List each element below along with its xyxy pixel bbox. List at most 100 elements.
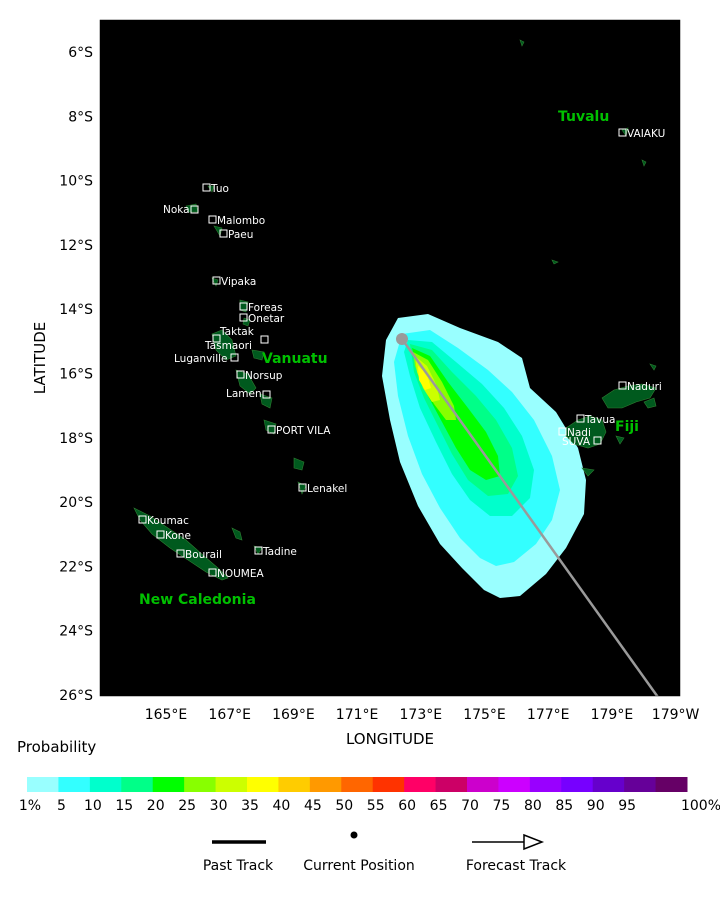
vanua-levu-island xyxy=(601,383,657,409)
place-label-tadine: Tadine xyxy=(262,546,297,558)
probability-swatch xyxy=(655,777,688,792)
forecast-track-line xyxy=(400,338,662,701)
place-markers xyxy=(138,128,627,577)
lon-tick-label: 167°E xyxy=(208,707,251,723)
longitude-ticks: 165°E 167°E 169°E 171°E 173°E 175°E 177°E 179°E… xyxy=(145,20,700,723)
past-track-label: Past Track xyxy=(203,858,274,874)
probability-swatch xyxy=(341,777,374,792)
place-label-naduri: Naduri xyxy=(627,381,662,393)
marker-lamen xyxy=(262,390,271,399)
place-label-nadi: Nadi xyxy=(567,427,591,439)
lon-tick-label: 179°E xyxy=(591,707,634,723)
vanuatu-central-islands xyxy=(239,299,277,435)
probability-scale-label: 100% xyxy=(681,798,720,814)
country-label-fiji: Fiji xyxy=(615,419,639,435)
marker-onetar xyxy=(239,313,248,322)
lat-tick-label: 12°S xyxy=(59,238,93,254)
lon-tick-label: 177°E xyxy=(527,707,570,723)
probability-swatch xyxy=(624,777,657,792)
probability-scale-label: 50 xyxy=(335,798,353,814)
probability-scale-label: 90 xyxy=(587,798,605,814)
place-label-noumea: NOUMEA xyxy=(217,568,264,580)
place-label-tasmaori: Tasmaori xyxy=(204,340,252,352)
marker-noumea xyxy=(208,568,217,577)
probability-swatch xyxy=(247,777,279,792)
probability-scale-label: 10 xyxy=(84,798,102,814)
marker-koumac xyxy=(138,515,147,524)
probability-scale-label: 75 xyxy=(493,798,511,814)
lat-tick-label: 16°S xyxy=(59,367,93,383)
place-label-kone: Kone xyxy=(165,530,191,542)
probability-swatch xyxy=(215,777,248,792)
map-border xyxy=(99,19,681,697)
place-label-vipaka: Vipaka xyxy=(221,276,256,288)
probability-scale-label: 20 xyxy=(147,798,165,814)
probability-scale-label: 35 xyxy=(241,798,259,814)
place-label-norsup: Norsup xyxy=(245,370,283,382)
marker-norsup xyxy=(236,370,245,379)
landmasses xyxy=(133,39,657,581)
place-label-malombo: Malombo xyxy=(217,215,265,227)
probability-band-35 xyxy=(418,366,431,390)
marker-foreas xyxy=(239,302,248,311)
latitude-ticks: 6°S 8°S 10°S 12°S 14°S 16°S 18°S 20°S 22°S 24°S 26… xyxy=(59,45,680,704)
country-label-new-caledonia: New Caledonia xyxy=(139,592,256,608)
place-label-port-vila: PORT VILA xyxy=(276,425,331,437)
place-label-bourail: Bourail xyxy=(185,549,222,561)
lon-tick-label: 175°E xyxy=(463,707,506,723)
probability-scale-labels: 1% 5 10 15 20 25 30 35 40 45 50 55 60 65 70 75 80 85 90 95 1… xyxy=(19,798,720,814)
forecast-track-label: Forecast Track xyxy=(466,858,567,874)
place-label-suva: SUVA xyxy=(562,436,591,448)
probability-scale-label: 70 xyxy=(461,798,479,814)
place-labels: VAIAKU Tuo Noka Malombo Paeu Vipaka Fore… xyxy=(147,128,665,580)
probability-scale-label: 45 xyxy=(304,798,322,814)
marker-malombo xyxy=(208,215,217,224)
lat-tick-label: 10°S xyxy=(59,174,93,190)
probability-scale-label: 85 xyxy=(555,798,573,814)
lat-tick-label: 8°S xyxy=(68,109,93,125)
current-position-symbol xyxy=(350,831,358,839)
place-label-tuo: Tuo xyxy=(210,183,229,195)
marker-lenakel xyxy=(298,483,307,492)
marker-tuo xyxy=(202,183,211,192)
fiji-small-islands xyxy=(581,363,657,477)
new-caledonia-island xyxy=(133,507,229,581)
place-label-foreas: Foreas xyxy=(248,302,283,314)
lon-tick-label: 169°E xyxy=(272,707,315,723)
current-position-label: Current Position xyxy=(303,858,415,874)
marker-luganville xyxy=(230,353,239,362)
x-axis-title: LONGITUDE xyxy=(346,730,434,748)
marker-tadine xyxy=(254,546,263,555)
lat-tick-label: 24°S xyxy=(59,624,93,640)
marker-paeu xyxy=(219,229,228,238)
probability-scale-label: 95 xyxy=(618,798,636,814)
place-label-paeu: Paeu xyxy=(228,229,253,241)
country-label-tuvalu: Tuvalu xyxy=(558,109,609,125)
probability-scale-label: 30 xyxy=(210,798,228,814)
probability-swatch xyxy=(498,777,531,792)
probability-scale-label: 55 xyxy=(367,798,385,814)
place-label-vaiaku: VAIAKU xyxy=(627,128,665,140)
probability-swatch xyxy=(592,777,625,792)
malekula-island xyxy=(235,369,257,395)
espiritu-santo-island xyxy=(211,329,237,361)
marker-naduri xyxy=(618,381,627,390)
marker-port-vila xyxy=(267,425,276,434)
probability-swatch xyxy=(152,777,185,792)
probability-swatch xyxy=(467,777,499,792)
marker-kone xyxy=(156,530,165,539)
marker-vaiaku xyxy=(618,128,627,137)
probability-swatch xyxy=(89,777,122,792)
probability-scale-label: 5 xyxy=(57,798,66,814)
probability-scale-label: 15 xyxy=(115,798,133,814)
current-position-marker xyxy=(396,333,408,345)
probability-color-scale xyxy=(27,777,688,792)
lat-tick-label: 26°S xyxy=(59,688,93,704)
marker-tavua xyxy=(576,414,585,423)
place-label-luganville: Luganville xyxy=(174,353,228,365)
probability-swatch xyxy=(278,777,311,792)
place-label-koumac: Koumac xyxy=(147,515,189,527)
lon-tick-label: 173°E xyxy=(400,707,443,723)
place-label-lenakel: Lenakel xyxy=(307,483,347,495)
